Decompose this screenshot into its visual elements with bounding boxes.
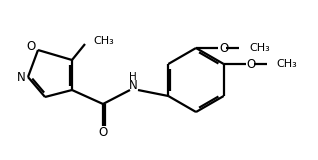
Text: O: O (219, 41, 228, 55)
Text: N: N (17, 71, 25, 84)
Text: H: H (129, 72, 137, 82)
Text: O: O (26, 40, 36, 52)
Text: CH₃: CH₃ (249, 43, 270, 53)
Text: O: O (98, 127, 107, 140)
Text: CH₃: CH₃ (277, 59, 297, 69)
Text: N: N (128, 79, 137, 92)
Text: CH₃: CH₃ (93, 36, 114, 46)
Text: O: O (247, 57, 256, 71)
